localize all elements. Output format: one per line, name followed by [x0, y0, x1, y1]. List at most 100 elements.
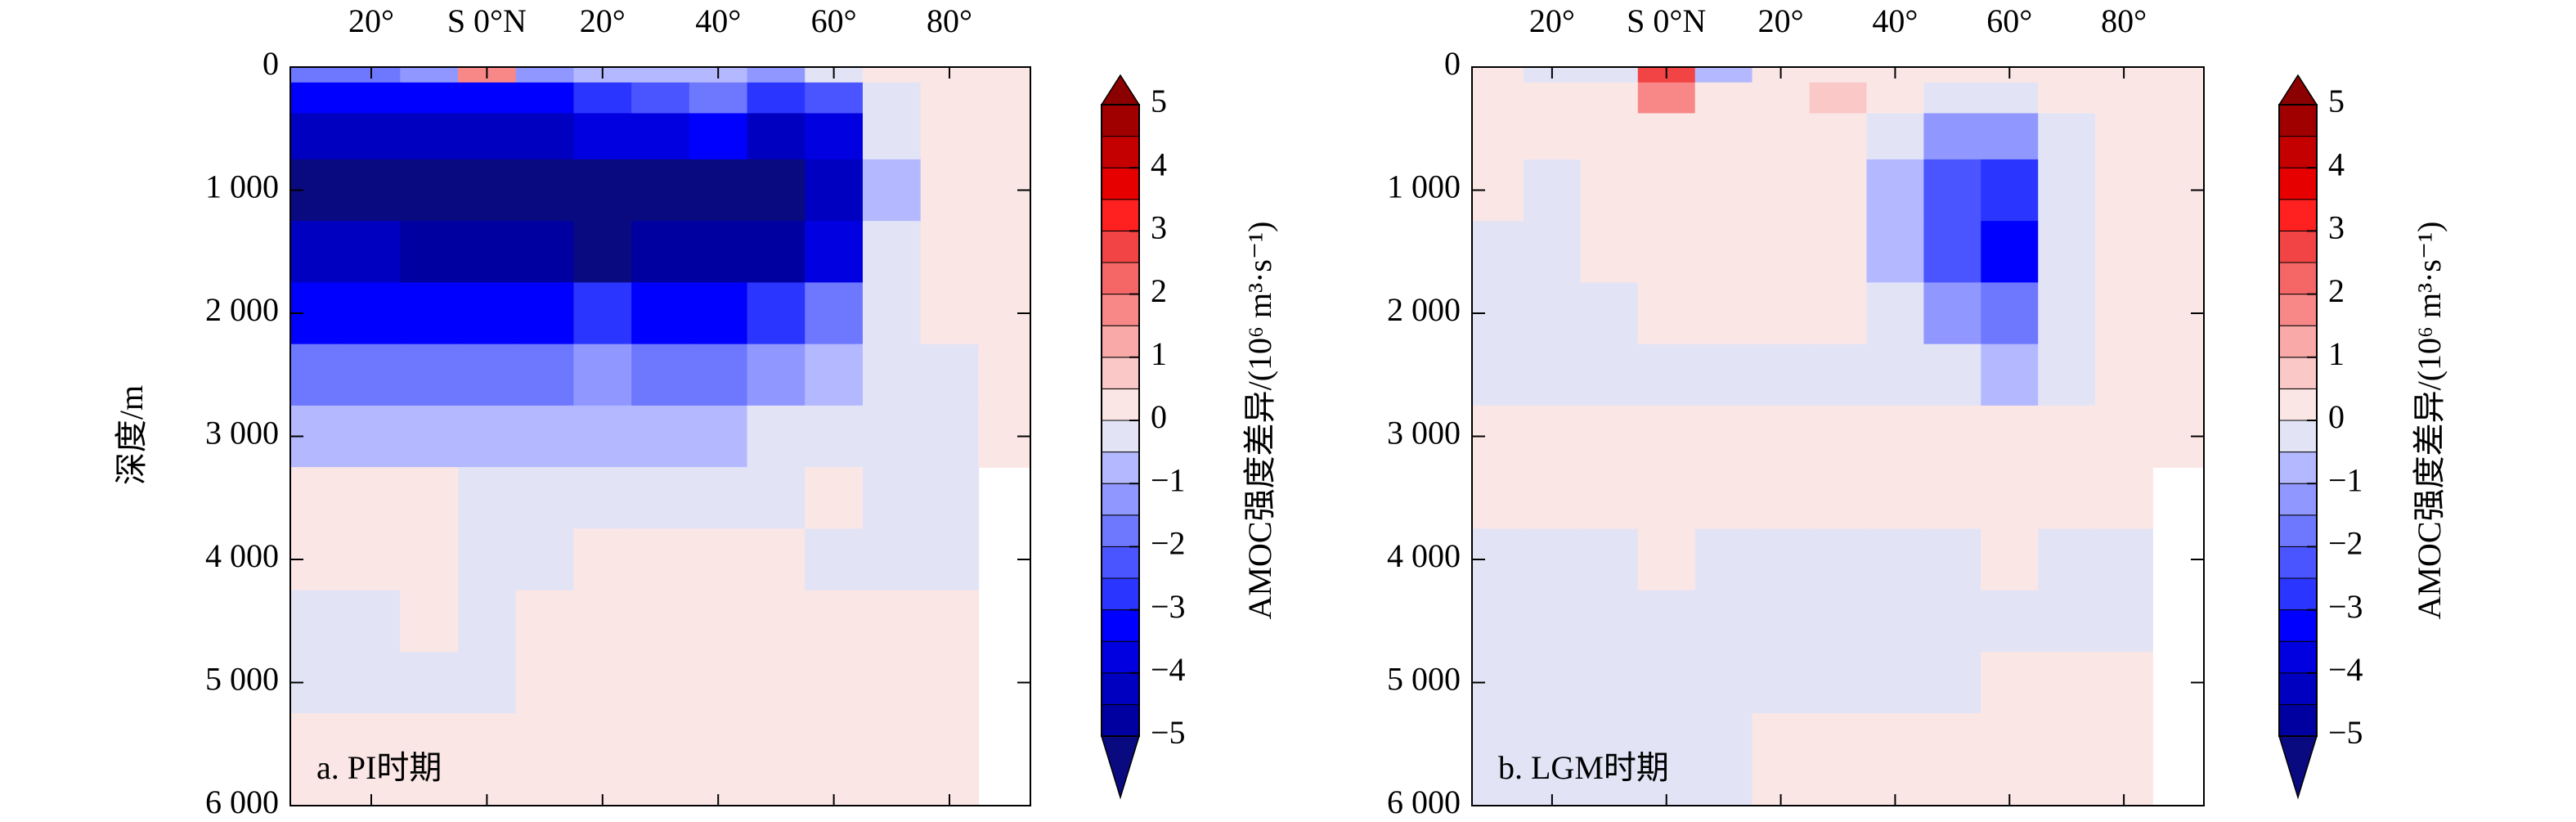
field-cell: [689, 528, 748, 591]
field-cell: [631, 67, 690, 83]
field-cell: [862, 67, 922, 83]
field-cell: [689, 467, 748, 530]
field-cell: [2095, 405, 2153, 468]
field-cell: [342, 713, 402, 806]
colorbar-tick-label: 1: [1151, 335, 1167, 372]
field-cell: [2038, 405, 2096, 468]
field-cell: [458, 651, 517, 714]
field-cell: [1694, 282, 1753, 345]
field-cell: [1866, 528, 1925, 591]
field-cell: [342, 113, 402, 160]
field-cell: [920, 467, 980, 530]
x-tick-label: S 0°N: [447, 2, 527, 39]
field-cell: [515, 528, 575, 591]
field-cell: [862, 159, 922, 222]
field-cell: [1923, 344, 1982, 407]
field-cell: [2038, 159, 2096, 222]
field-cell: [1923, 282, 1982, 345]
field-cell: [689, 713, 748, 806]
field-cell: [515, 221, 575, 284]
colorbar-bin: [2278, 325, 2318, 358]
field-cell: [1580, 713, 1639, 806]
field-cell: [1752, 82, 1811, 115]
field-cell: [689, 590, 748, 653]
field-cell: [747, 282, 806, 345]
field-cell: [400, 82, 459, 115]
field-cell: [458, 467, 517, 530]
colorbar-bin: [1101, 451, 1140, 484]
colorbar-bin: [2278, 167, 2318, 200]
field-cell: [1637, 113, 1696, 160]
field-cell: [1472, 590, 1524, 653]
field-cell: [1752, 467, 1811, 530]
field-cell: [342, 82, 402, 115]
field-cell: [1866, 221, 1925, 284]
field-cell: [573, 651, 632, 714]
field-cell: [747, 713, 806, 806]
field-cell: [290, 590, 343, 653]
colorbar-bin: [2278, 514, 2318, 547]
colorbar-tick-label: −2: [2328, 525, 2363, 562]
field-cell: [631, 528, 690, 591]
field-cell: [1809, 67, 1868, 83]
colorbar-bin: [1101, 609, 1140, 642]
field-cell: [290, 467, 343, 530]
field-cell: [1752, 344, 1811, 407]
field-cell: [400, 590, 459, 653]
field-cell: [2095, 282, 2153, 345]
field: [290, 67, 1030, 806]
field-cell: [1981, 590, 2040, 653]
field-cell: [1981, 113, 2040, 160]
field-cell: [2095, 467, 2153, 530]
x-tick-label: 20°: [1529, 2, 1575, 39]
field-cell: [805, 82, 864, 115]
colorbar-tick-label: 4: [2328, 146, 2345, 182]
field-cell: [515, 344, 575, 407]
field-cell: [862, 590, 922, 653]
field-cell: [862, 82, 922, 115]
colorbar-tick-label: 4: [1151, 146, 1167, 182]
field-cell: [805, 159, 864, 222]
colorbar-tick-label: −3: [1151, 588, 1186, 625]
field-cell: [1809, 467, 1868, 530]
field-cell: [862, 344, 922, 407]
y-tick-label: 0: [263, 45, 279, 82]
field-cell: [1472, 344, 1524, 407]
field-cell: [1637, 713, 1696, 806]
colorbar-extend-bottom: [2278, 735, 2318, 800]
field-cell: [1580, 590, 1639, 653]
field-cell: [1752, 651, 1811, 714]
field-cell: [631, 344, 690, 407]
field-cell: [573, 159, 632, 222]
field-cell: [920, 651, 980, 714]
field-cell: [1472, 113, 1524, 160]
field-cell: [400, 113, 459, 160]
colorbar-bin: [1101, 420, 1140, 453]
field-cell: [573, 282, 632, 345]
field-cell: [2095, 651, 2153, 714]
field-cell: [805, 467, 864, 530]
field-cell: [2152, 82, 2204, 115]
field-cell: [400, 651, 459, 714]
colorbar-bin: [1101, 483, 1140, 516]
colorbar-bin: [2278, 230, 2318, 263]
field-cell: [1637, 282, 1696, 345]
field-cell: [2095, 528, 2153, 591]
field-cell: [631, 159, 690, 222]
field-cell: [458, 713, 517, 806]
field-cell: [1523, 405, 1582, 468]
field-cell: [1752, 405, 1811, 468]
field-cell: [805, 282, 864, 345]
field-cell: [978, 82, 1030, 115]
field-cell: [862, 528, 922, 591]
field-cell: [515, 467, 575, 530]
field-cell: [1523, 590, 1582, 653]
colorbar-tick-label: −3: [2328, 588, 2363, 625]
field-cell: [342, 344, 402, 407]
field-cell: [573, 344, 632, 407]
field-cell: [458, 528, 517, 591]
x-tick-label: S 0°N: [1627, 2, 1706, 39]
field-cell: [920, 590, 980, 653]
field-cell: [1866, 113, 1925, 160]
field-cell: [515, 590, 575, 653]
